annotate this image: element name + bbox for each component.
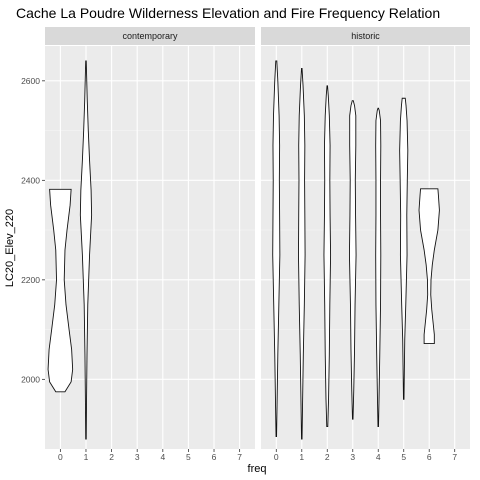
x-tick-label: 1 bbox=[299, 452, 304, 462]
facet-strip-historic bbox=[261, 27, 470, 45]
x-tick-label: 4 bbox=[376, 452, 381, 462]
x-tick-label: 7 bbox=[237, 452, 242, 462]
facet-panel-historic bbox=[261, 46, 470, 449]
x-tick-label: 5 bbox=[186, 452, 191, 462]
y-tick-label: 2400 bbox=[21, 175, 40, 185]
chart-title: Cache La Poudre Wilderness Elevation and… bbox=[16, 5, 440, 21]
x-tick-label: 0 bbox=[58, 452, 63, 462]
violin-contemporary-freq-0 bbox=[47, 188, 74, 393]
y-tick-label: 2000 bbox=[21, 374, 40, 384]
facet-contemporary: contemporary 0 1 2 3 4 5 6 7 bbox=[45, 27, 255, 462]
y-axis: 2000 2200 2400 2600 bbox=[21, 76, 45, 384]
y-axis-title: LC20_Elev_220 bbox=[4, 209, 16, 287]
x-tick-label: 3 bbox=[350, 452, 355, 462]
x-tick-label: 0 bbox=[274, 452, 279, 462]
x-tick-label: 5 bbox=[401, 452, 406, 462]
violin-contemporary-freq-1 bbox=[79, 60, 93, 440]
violins-contemporary bbox=[47, 60, 93, 440]
violins-historic bbox=[272, 60, 440, 440]
y-tick-label: 2600 bbox=[21, 76, 40, 86]
violin-historic-freq-0 bbox=[272, 60, 281, 438]
violin-historic-freq-3 bbox=[348, 100, 357, 420]
x-tick-label: 2 bbox=[109, 452, 114, 462]
y-tick-label: 2200 bbox=[21, 275, 40, 285]
x-tick-label: 4 bbox=[160, 452, 165, 462]
facet-panel-contemporary bbox=[45, 46, 255, 449]
violin-historic-freq-2 bbox=[323, 85, 332, 428]
facet-strip-contemporary bbox=[45, 27, 255, 45]
x-tick-label: 6 bbox=[427, 452, 432, 462]
violin-historic-freq-5 bbox=[399, 97, 409, 400]
x-tick-label: 1 bbox=[84, 452, 89, 462]
x-tick-label: 3 bbox=[135, 452, 140, 462]
x-ticks-contemporary: 0 1 2 3 4 5 6 7 bbox=[58, 449, 242, 462]
violin-historic-freq-4 bbox=[375, 107, 382, 428]
facet-strip-label-historic: historic bbox=[351, 31, 380, 41]
x-tick-label: 6 bbox=[212, 452, 217, 462]
x-tick-label: 2 bbox=[325, 452, 330, 462]
x-tick-label: 7 bbox=[452, 452, 457, 462]
facet-strip-label-contemporary: contemporary bbox=[122, 31, 178, 41]
facet-historic: historic 0 1 2 3 4 5 6 7 bbox=[261, 27, 470, 462]
x-axis-title: freq bbox=[248, 463, 267, 475]
violin-historic-freq-1 bbox=[298, 67, 306, 440]
x-ticks-historic: 0 1 2 3 4 5 6 7 bbox=[274, 449, 457, 462]
violin-historic-freq-6 bbox=[418, 188, 440, 344]
